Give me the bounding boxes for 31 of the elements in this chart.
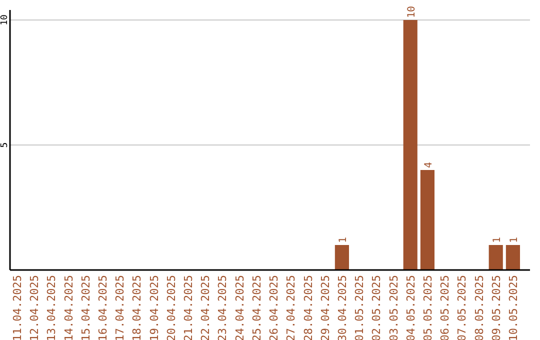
x-tick-label: 26.04.2025 (268, 275, 281, 340)
bar (488, 245, 503, 270)
x-tick-label: 17.04.2025 (114, 275, 127, 340)
x-tick-label: 19.04.2025 (148, 275, 161, 340)
bar (403, 20, 418, 270)
x-tick-label: 27.04.2025 (284, 275, 298, 340)
y-tick-label: 5 (0, 142, 10, 148)
data-label: 1 (492, 236, 503, 243)
x-tick-label: 11.04.2025 (11, 275, 24, 340)
x-tick-label: 18.04.2025 (130, 275, 144, 340)
x-tick-label: 23.04.2025 (216, 275, 230, 340)
bar (420, 170, 434, 270)
x-tick-label: 28.04.2025 (302, 275, 315, 340)
x-tick-label: 29.04.2025 (318, 275, 332, 340)
x-tick-label: 16.04.2025 (96, 275, 110, 340)
x-tick-label: 10.05.2025 (506, 275, 520, 340)
bar (506, 245, 520, 270)
data-label: 10 (406, 6, 418, 18)
x-tick-label: 25.04.2025 (250, 275, 264, 340)
data-label: 4 (423, 162, 434, 168)
x-tick-label: 22.04.2025 (199, 275, 212, 340)
x-tick-label: 15.04.2025 (79, 275, 92, 340)
x-tick-label: 20.04.2025 (164, 275, 178, 340)
data-label: 1 (508, 236, 520, 243)
bar (334, 245, 349, 270)
data-label: 1 (338, 236, 349, 243)
x-tick-label: 24.04.2025 (233, 275, 246, 340)
x-tick-label: 12.04.2025 (28, 275, 42, 340)
x-tick-label: 21.04.2025 (182, 275, 196, 340)
x-tick-label: 14.04.2025 (62, 275, 76, 340)
x-tick-label: 13.04.2025 (45, 275, 58, 340)
